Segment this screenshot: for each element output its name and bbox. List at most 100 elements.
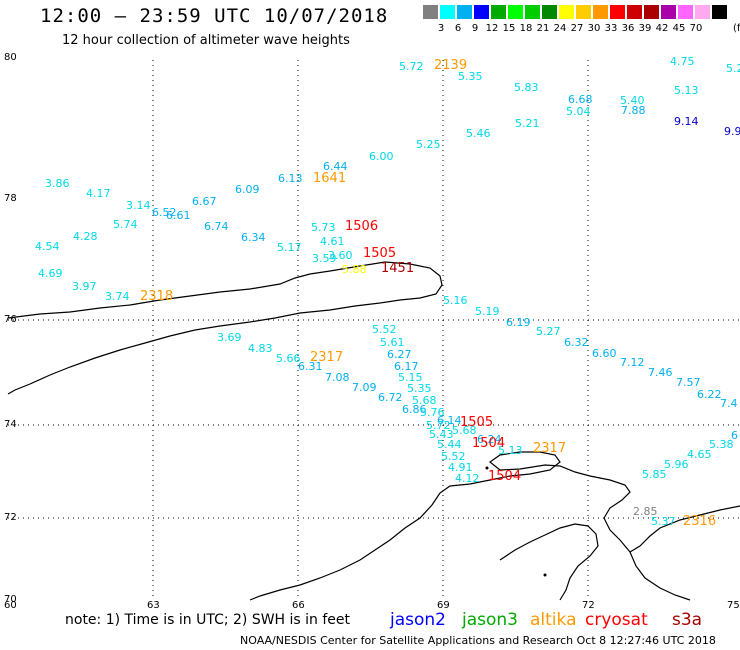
- scale-swatch: [508, 5, 523, 19]
- lon-label: 75: [727, 600, 740, 611]
- scale-label: 24: [553, 23, 567, 34]
- lon-label: 69: [437, 600, 450, 611]
- wave-height-value: 7.4: [720, 397, 738, 410]
- wave-height-value: 3.97: [72, 280, 97, 293]
- wave-height-value: 3.69: [217, 331, 242, 344]
- wave-height-value: 5.15: [398, 371, 423, 384]
- scale-label: 27: [570, 23, 584, 34]
- scale-swatch: [661, 5, 676, 19]
- scale-swatch: [576, 5, 591, 19]
- wave-height-value: 3.86: [45, 177, 70, 190]
- lat-label: 74: [4, 419, 17, 430]
- scale-swatch: [525, 5, 540, 19]
- pass-time-label: 1451: [381, 261, 415, 276]
- legend-jason2: jason2: [390, 610, 446, 630]
- wave-height-value: 4.28: [73, 230, 98, 243]
- lon-label: 72: [582, 600, 595, 611]
- wave-height-value: 6.32: [564, 336, 589, 349]
- scale-label: 15: [502, 23, 516, 34]
- scale-label: 36: [621, 23, 635, 34]
- footer-credit: NOAA/NESDIS Center for Satellite Applica…: [240, 634, 716, 647]
- wave-height-value: 5.61: [380, 336, 405, 349]
- pass-time-label: 2316: [683, 514, 717, 529]
- lon-label: 63: [147, 600, 160, 611]
- scale-swatch: [712, 5, 727, 19]
- wave-height-value: 7.12: [620, 356, 645, 369]
- wave-height-value: 7.09: [352, 381, 377, 394]
- lon-label: 60: [4, 600, 17, 611]
- wave-height-value: 6.72: [378, 391, 403, 404]
- wave-height-value: 5.21: [515, 117, 540, 130]
- scale-swatch: [627, 5, 642, 19]
- scale-swatch: [457, 5, 472, 19]
- lon-label: 66: [292, 600, 305, 611]
- wave-height-value: 5.38: [709, 438, 734, 451]
- scale-swatch: [610, 5, 625, 19]
- scale-swatch: [491, 5, 506, 19]
- wave-height-value: 5.52: [372, 323, 397, 336]
- legend-jason3: jason3: [462, 610, 518, 630]
- legend-s3a: s3a: [672, 610, 703, 630]
- wave-height-value: 3.59: [312, 252, 337, 265]
- wave-height-value: 6.17: [394, 360, 419, 373]
- scale-label: 21: [536, 23, 550, 34]
- scale-label: 12: [485, 23, 499, 34]
- lat-label: 70: [4, 594, 17, 605]
- wave-height-value: 4.65: [687, 448, 712, 461]
- footer-note: note: 1) Time is in UTC; 2) SWH is in fe…: [65, 612, 351, 628]
- wave-height-value: 4.91: [448, 461, 473, 474]
- coastline-peninsula: [499, 523, 599, 601]
- wave-height-value: 9.14: [674, 115, 699, 128]
- wave-height-value: 4.17: [86, 187, 111, 200]
- legend-cryosat: cryosat: [585, 610, 648, 630]
- wave-height-value: 5.88: [342, 263, 367, 276]
- legend-altika: altika: [530, 610, 577, 630]
- scale-label: 18: [519, 23, 533, 34]
- scale-label: 33: [604, 23, 618, 34]
- scale-label: 9: [471, 23, 479, 34]
- lat-label: 80: [4, 52, 17, 63]
- scale-label: 3: [437, 23, 445, 34]
- scale-swatch: [474, 5, 489, 19]
- wave-height-value: 4.61: [320, 235, 345, 248]
- wave-height-value: 6: [731, 429, 738, 442]
- wave-height-value: 7.08: [325, 371, 350, 384]
- wave-height-value: 5.66: [276, 352, 301, 365]
- wave-height-value: 6.14: [437, 414, 462, 427]
- scale-swatch: [423, 5, 438, 19]
- wave-height-value: 5.43: [429, 428, 454, 441]
- wave-height-value: 6.68: [568, 93, 593, 106]
- wave-height-value: 5.35: [407, 382, 432, 395]
- wave-height-value: 5.13: [674, 84, 699, 97]
- island-dot: [485, 466, 489, 470]
- wave-height-value: 5.68: [412, 394, 437, 407]
- wave-height-value: 3.74: [105, 290, 130, 303]
- wave-height-value: 3.60: [328, 249, 353, 262]
- wave-height-value: 5.17: [277, 241, 302, 254]
- wave-height-value: 4.75: [670, 55, 695, 68]
- wave-height-value: 6.52: [152, 206, 177, 219]
- wave-height-value: 5.19: [475, 305, 500, 318]
- wave-height-value: 5.27: [536, 325, 561, 338]
- wave-height-value: 6.86: [402, 403, 427, 416]
- wave-height-value: 5.25: [416, 138, 441, 151]
- wave-height-value: 6.31: [298, 360, 323, 373]
- pass-time-label: 2317: [310, 350, 344, 365]
- wave-height-value: 5.76: [420, 406, 445, 419]
- wave-height-value: 5.96: [664, 458, 689, 471]
- wave-height-value: 5.44: [437, 438, 462, 451]
- lat-label: 76: [4, 314, 17, 325]
- scale-swatch: [695, 5, 710, 19]
- wave-height-value: 5.40: [620, 94, 645, 107]
- scale-label: 30: [587, 23, 601, 34]
- wave-height-value: 5.35: [458, 70, 483, 83]
- wave-height-value: 4.12: [455, 472, 480, 485]
- pass-time-label: 1506: [345, 219, 379, 234]
- wave-height-value: 6.24: [477, 433, 502, 446]
- wave-height-value: 5.37: [651, 515, 676, 528]
- wave-height-value: 4.69: [38, 267, 63, 280]
- wave-height-value: 6.27: [387, 348, 412, 361]
- coastline-north-island: [7, 261, 443, 395]
- wave-height-value: 5.16: [443, 294, 468, 307]
